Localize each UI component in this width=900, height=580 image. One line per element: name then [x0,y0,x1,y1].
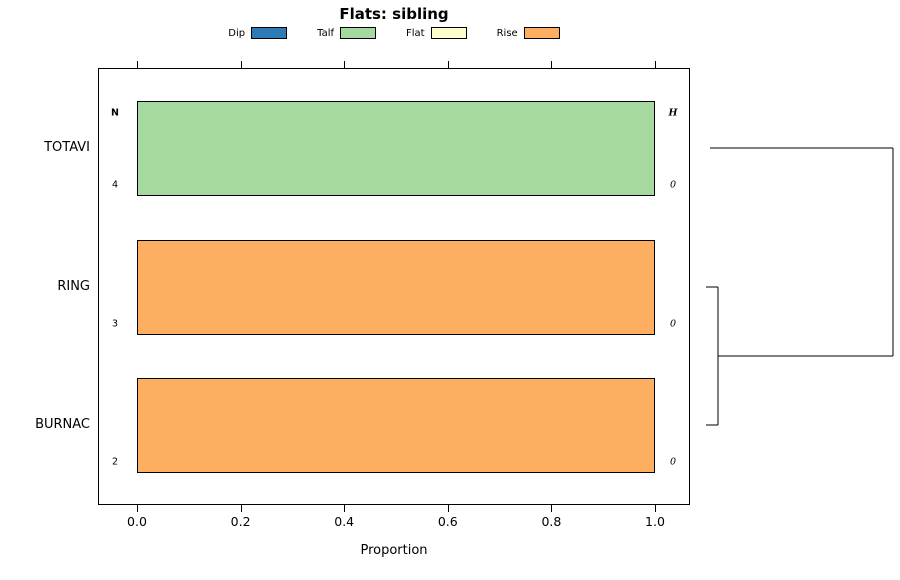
x-axis-tick-top [344,61,346,68]
x-axis-tick-bottom [551,505,553,512]
x-axis-tick-bottom [655,505,656,512]
bar-burnac-rise [137,377,655,473]
h-value-ring: 0 [669,318,677,329]
x-tick-label: 1.0 [645,514,665,529]
legend-swatch-rise [523,27,560,39]
legend: Dip Talf Flat Rise [98,25,690,41]
legend-label-rise: Rise [496,27,518,39]
n-value-ring: 3 [111,318,119,329]
x-tick-label: 0.6 [437,514,458,529]
x-axis-tick-bottom [137,505,138,512]
legend-swatch-dip [251,27,288,39]
x-axis-tick-top [137,61,138,68]
x-axis-tick-bottom [447,505,449,512]
legend-label-dip: Dip [228,27,246,39]
legend-item-rise: Rise [497,27,560,39]
h-column-header: H [668,107,678,119]
n-value-burnac: 2 [111,456,119,467]
x-tick-label: 0.0 [127,514,147,529]
x-tick-label: 0.4 [334,514,355,529]
plot-area [98,68,690,505]
x-axis-tick-top [551,61,553,68]
legend-item-talf: Talf [317,27,377,39]
legend-item-dip: Dip [228,27,288,39]
n-value-totavi: 4 [111,179,119,190]
x-tick-label: 0.2 [230,514,251,529]
x-axis-tick-top [655,61,656,68]
x-axis-tick-top [447,61,449,68]
n-column-header: N [111,107,119,119]
x-axis-tick-top [240,61,242,68]
x-tick-label: 0.8 [541,514,562,529]
x-axis-tick-bottom [240,505,242,512]
category-label-burnac: BURNAC [35,417,90,432]
legend-swatch-flat [430,27,467,39]
bar-ring-rise [137,239,655,335]
x-axis-tick-bottom [344,505,346,512]
legend-swatch-talf [340,27,377,39]
legend-item-flat: Flat [406,27,467,39]
legend-label-talf: Talf [317,27,335,39]
x-axis-label: Proportion [360,543,428,558]
h-value-totavi: 0 [669,179,677,190]
bar-totavi-talf [137,100,655,196]
category-label-ring: RING [57,279,90,294]
legend-label-flat: Flat [406,27,425,39]
chart-title: Flats: sibling [339,5,449,23]
category-label-totavi: TOTAVI [44,140,90,155]
h-value-burnac: 0 [669,456,677,467]
